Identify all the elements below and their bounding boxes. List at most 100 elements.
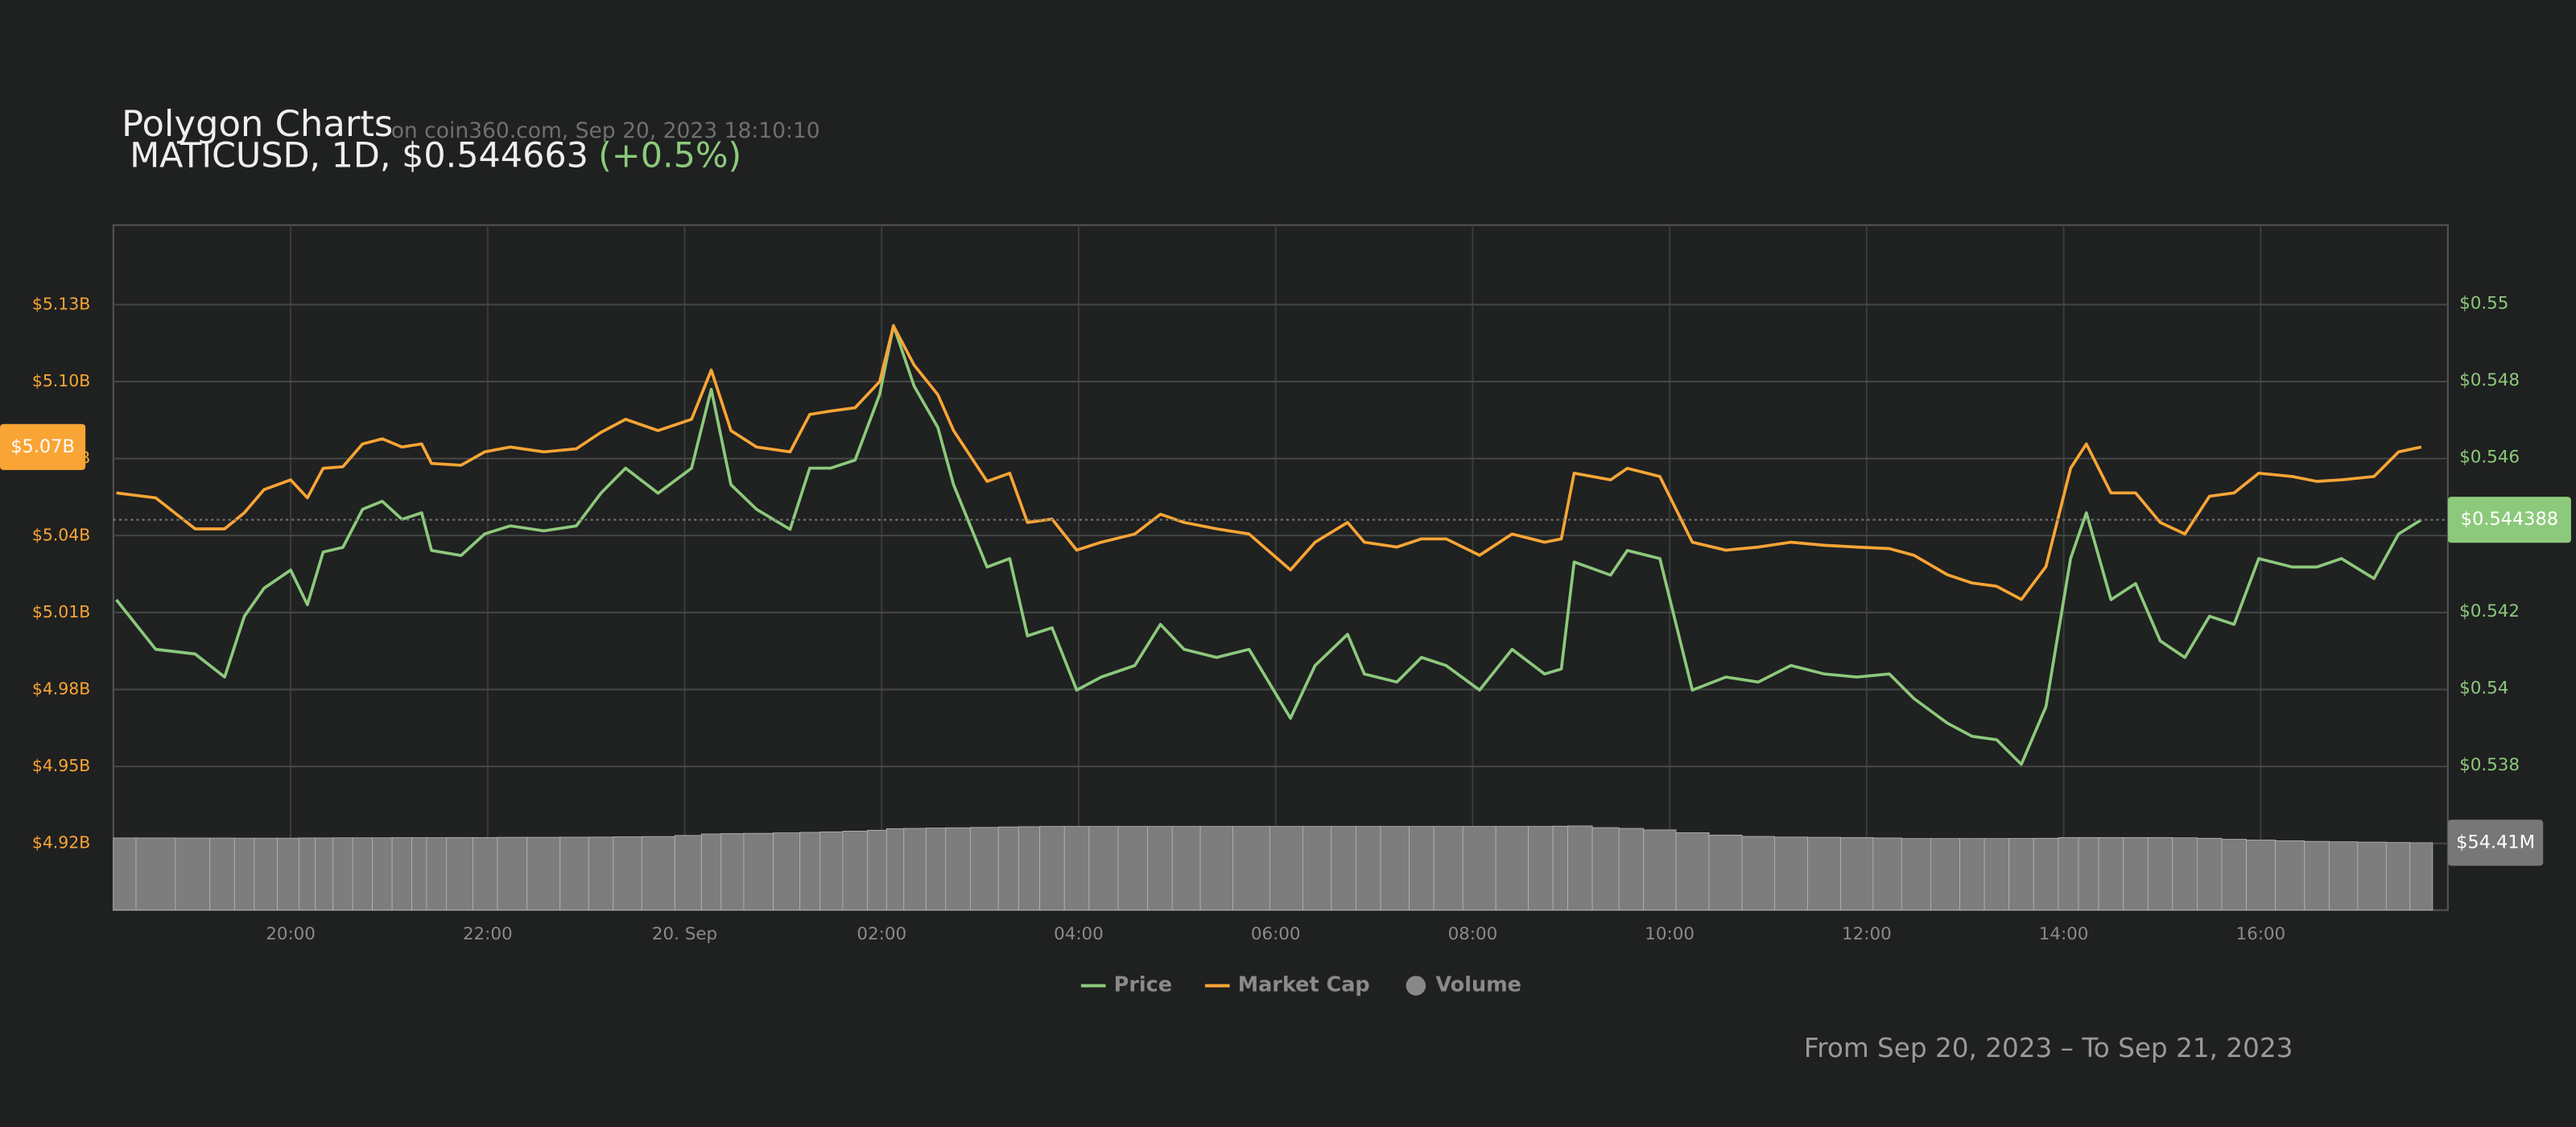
volume-bar xyxy=(1171,826,1201,911)
volume-bar xyxy=(1232,826,1270,911)
volume-bar xyxy=(1959,838,1985,911)
volume-bar xyxy=(2033,837,2059,911)
last-value-label: $0.544388 xyxy=(2461,509,2558,530)
x-tick-label: 22:00 xyxy=(463,924,513,944)
x-tick-label: 08:00 xyxy=(1448,924,1498,944)
plot-area xyxy=(112,224,2449,911)
volume-bar xyxy=(1269,826,1303,911)
volume-bar xyxy=(1901,838,1931,911)
volume-bar xyxy=(1675,832,1710,911)
x-tick-label: 10:00 xyxy=(1645,924,1695,944)
chart-subtitle: on coin360.com, Sep 20, 2023 18:10:10 xyxy=(391,118,820,143)
y2-tick-label: $0.54 xyxy=(2459,678,2508,698)
volume-bar xyxy=(473,837,498,911)
volume-bar xyxy=(1643,829,1677,911)
volume-bar xyxy=(277,837,299,911)
volume-bar xyxy=(1741,836,1775,911)
volume-bar xyxy=(1433,826,1463,911)
volume-bar xyxy=(2246,840,2277,911)
volume-bar xyxy=(1462,826,1496,911)
volume-bar xyxy=(674,835,702,911)
y2-tick-label: $0.548 xyxy=(2459,370,2520,390)
y-tick-label: $5.04B xyxy=(32,525,90,544)
volume-bar xyxy=(209,837,235,911)
volume-bar xyxy=(1708,834,1743,911)
volume-bar xyxy=(1199,826,1233,911)
volume-bar xyxy=(1356,826,1381,911)
line-price xyxy=(115,324,2422,766)
volume-bar xyxy=(773,832,801,911)
volume-bar xyxy=(1018,826,1041,911)
volume-bar xyxy=(1984,838,2010,911)
y2-tick-label: $0.55 xyxy=(2459,294,2508,314)
volume-bar xyxy=(886,828,905,911)
y-tick-label: $5.13B xyxy=(32,294,90,313)
last-value-badge xyxy=(2447,819,2544,866)
line-market-cap xyxy=(116,324,2422,601)
legend-label[interactable]: Price xyxy=(1114,972,1172,997)
volume-bar xyxy=(1930,838,1960,911)
y-tick-label: $5.10B xyxy=(32,371,90,390)
volume-bar xyxy=(426,837,447,911)
volume-bar xyxy=(2147,837,2174,911)
y-tick-label: $4.95B xyxy=(32,756,90,775)
volume-bar xyxy=(1331,826,1356,911)
x-tick-label: 06:00 xyxy=(1251,924,1301,944)
x-tick-label: 14:00 xyxy=(2039,924,2089,944)
volume-bar xyxy=(526,836,561,911)
volume-bar xyxy=(1591,827,1620,911)
volume-bar xyxy=(175,837,211,911)
volume-bar xyxy=(867,829,887,911)
volume-bar xyxy=(2078,837,2099,911)
x-tick-label: 02:00 xyxy=(857,924,906,944)
y2-tick-label: $0.538 xyxy=(2459,755,2520,775)
y2-tick-label: $0.546 xyxy=(2459,448,2520,468)
volume-bar xyxy=(2328,841,2359,911)
volume-bar xyxy=(1088,826,1119,911)
x-tick-label: 20:00 xyxy=(266,924,316,944)
volume-bar xyxy=(299,837,316,911)
volume-bar xyxy=(969,827,999,911)
legend-label[interactable]: Volume xyxy=(1435,972,1521,997)
volume-bar xyxy=(799,832,821,911)
volume-bar xyxy=(2008,838,2034,911)
volume-bar xyxy=(743,832,774,911)
volume-bar xyxy=(2409,842,2434,911)
volume-bar xyxy=(254,837,278,911)
volume-bar xyxy=(2098,837,2124,911)
x-tick-label: 20. Sep xyxy=(652,924,717,944)
legend-label[interactable]: Market Cap xyxy=(1238,972,1370,997)
volume-bar xyxy=(1147,826,1173,911)
volume-bar xyxy=(2123,837,2149,911)
volume-bar xyxy=(135,837,176,911)
volume-bar xyxy=(1039,826,1065,911)
volume-bar xyxy=(1618,828,1645,911)
volume-bar xyxy=(1495,826,1529,911)
volume-bar xyxy=(315,837,334,911)
y2-tick-label: $0.542 xyxy=(2459,601,2520,621)
volume-bar xyxy=(1552,825,1568,911)
volume-bar xyxy=(2357,841,2387,911)
volume-bar xyxy=(1774,836,1808,911)
volume-bar xyxy=(819,831,844,911)
volume-bar xyxy=(391,837,412,911)
volume-bar xyxy=(332,837,353,911)
volume-bar xyxy=(559,836,589,911)
volume-bar xyxy=(1380,826,1410,911)
volume-bar xyxy=(372,837,393,911)
volume-bar xyxy=(2304,840,2330,911)
volume-bar xyxy=(700,833,722,911)
volume-bar xyxy=(720,833,745,911)
volume-bar xyxy=(925,828,947,911)
last-value-badge xyxy=(0,423,86,470)
volume-bar xyxy=(1528,826,1554,911)
volume-bar xyxy=(1840,837,1874,911)
volume-bar xyxy=(997,826,1019,911)
chart-title: Polygon Charts xyxy=(122,102,393,145)
legend-symbol xyxy=(1406,976,1426,996)
volume-bar xyxy=(2172,837,2198,911)
last-value-label: $54.41M xyxy=(2456,832,2535,852)
volume-bar xyxy=(1302,826,1332,911)
symbol-line: MATICUSD, 1D, $0.544663 xyxy=(130,135,588,175)
